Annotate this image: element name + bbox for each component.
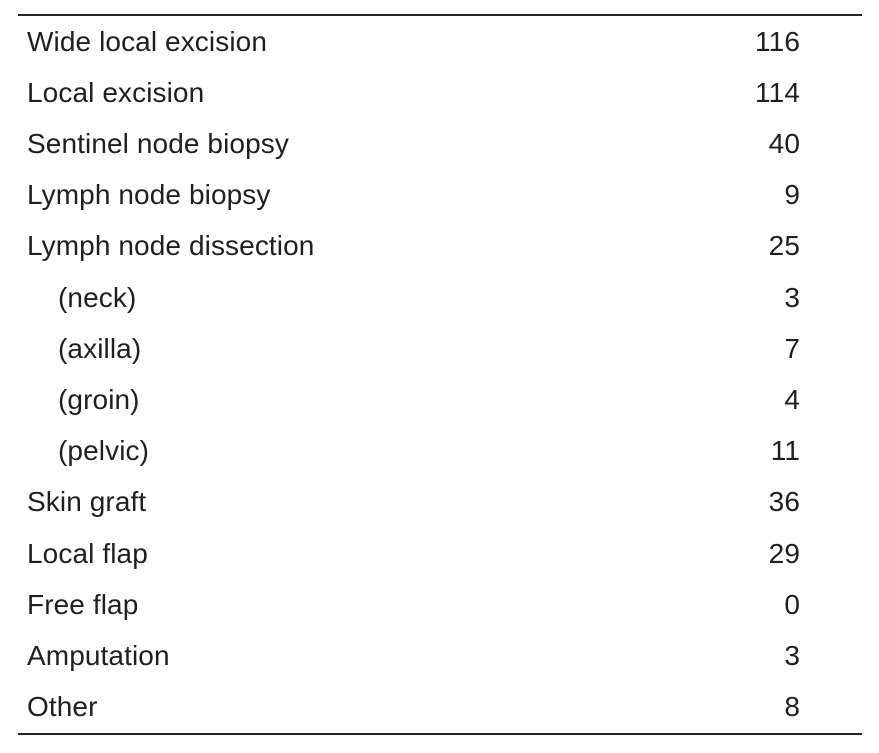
procedure-label: Other [27, 691, 98, 723]
table-row: Wide local excision 116 [18, 16, 862, 67]
procedure-count: 116 [755, 25, 800, 57]
procedure-label: Local flap [27, 537, 148, 569]
table-row: Sentinel node biopsy 40 [18, 118, 862, 169]
procedures-table: Wide local excision 116 Local excision 1… [18, 14, 862, 735]
procedure-label: Lymph node biopsy [27, 179, 271, 211]
table-row: Amputation 3 [18, 630, 862, 681]
procedure-label: (neck) [58, 281, 137, 313]
procedure-count: 3 [784, 640, 800, 672]
procedure-label: Free flap [27, 588, 139, 620]
procedure-count: 36 [768, 486, 800, 518]
procedure-count: 29 [768, 537, 800, 569]
table-row: (axilla) 7 [18, 323, 862, 374]
procedure-count: 7 [784, 332, 800, 364]
table-row: Other 8 [18, 682, 862, 733]
procedure-label: Local excision [27, 76, 205, 108]
table-row: (neck) 3 [18, 272, 862, 323]
table-row: Lymph node biopsy 9 [18, 170, 862, 221]
procedure-count: 11 [770, 435, 800, 467]
procedure-count: 3 [784, 281, 800, 313]
procedure-count: 0 [784, 588, 800, 620]
procedure-label: (groin) [58, 384, 140, 416]
procedure-label: Lymph node dissection [27, 230, 315, 262]
table-row: (groin) 4 [18, 374, 862, 425]
procedure-count: 25 [768, 230, 800, 262]
table-row: Skin graft 36 [18, 477, 862, 528]
procedure-label: Wide local excision [27, 25, 267, 57]
procedure-label: Sentinel node biopsy [27, 128, 289, 159]
procedure-count: 8 [784, 691, 800, 723]
table-row: Lymph node dissection 25 [18, 221, 862, 272]
procedure-label: (axilla) [58, 332, 142, 364]
table-row: Local excision 114 [18, 67, 862, 118]
procedure-label: Amputation [27, 640, 170, 672]
table-row: (pelvic) 11 [18, 426, 862, 477]
procedure-count: 40 [768, 128, 800, 159]
table-row: Free flap 0 [18, 579, 862, 630]
procedure-count: 9 [784, 179, 800, 211]
table-row: Local flap 29 [18, 528, 862, 579]
procedure-label: (pelvic) [58, 435, 150, 467]
procedure-count: 114 [755, 76, 800, 108]
procedure-label: Skin graft [27, 486, 147, 518]
procedure-count: 4 [784, 384, 800, 416]
